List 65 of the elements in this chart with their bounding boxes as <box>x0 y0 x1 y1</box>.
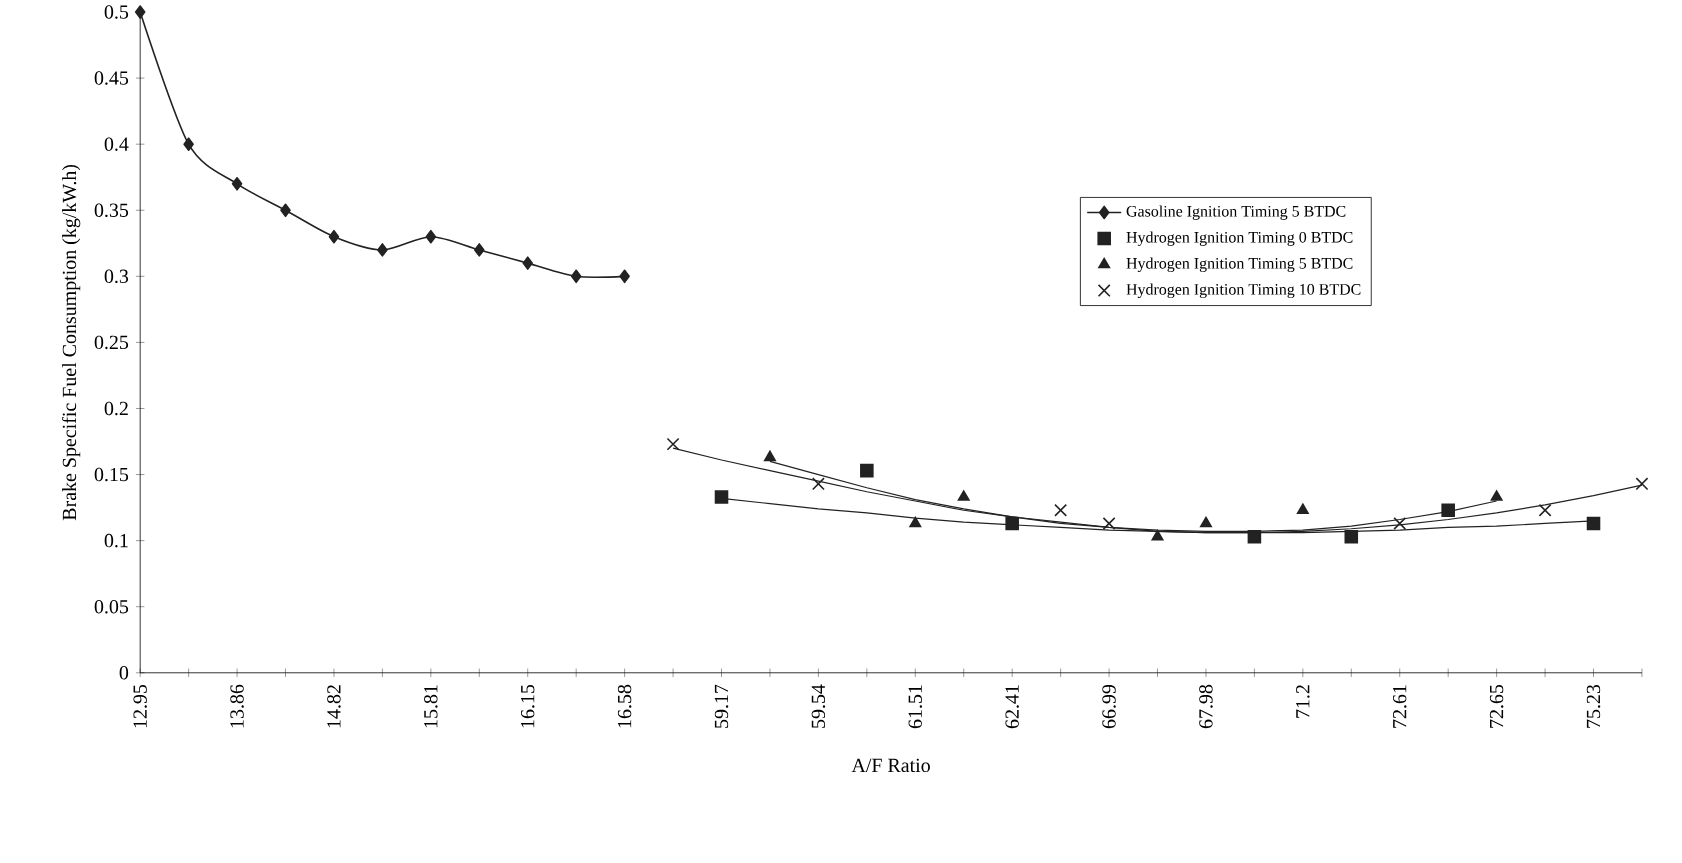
point <box>1247 529 1262 544</box>
y-tick-label: 0.3 <box>104 269 129 284</box>
point <box>1199 516 1212 528</box>
x-tick-label: 66.99 <box>1102 684 1116 729</box>
y-tick-label: 0.1 <box>104 533 128 548</box>
point <box>1586 516 1601 531</box>
point <box>1344 529 1359 544</box>
x-tick-label: 15.81 <box>424 685 438 728</box>
point <box>377 243 388 257</box>
x-tick-label: 59.54 <box>811 684 826 728</box>
y-tick-label: 0 <box>119 666 129 680</box>
x-tick-label: 72.61 <box>1392 685 1407 728</box>
x-tick-label: 71.2 <box>1296 685 1310 718</box>
point <box>570 269 582 284</box>
y-tick-label: 0.4 <box>104 137 129 151</box>
x-tick-label: 75.23 <box>1586 684 1601 728</box>
x-axis-title: A/F Ratio <box>851 758 930 773</box>
point <box>522 256 534 270</box>
y-tick-label: 0.2 <box>104 401 128 416</box>
y-axis-title: Brake Specific Fuel Consumption (kg/kW.h) <box>61 164 81 521</box>
point <box>1393 517 1407 530</box>
point <box>1538 503 1552 517</box>
point <box>666 437 680 451</box>
point <box>957 490 970 501</box>
point <box>328 229 340 244</box>
point <box>425 229 437 244</box>
point <box>1054 503 1068 517</box>
x-tick-label: 67.98 <box>1199 684 1213 729</box>
y-tick-label: 0.05 <box>94 599 129 614</box>
point <box>714 490 729 504</box>
y-tick-label: 0.25 <box>94 335 129 350</box>
legend-label: Gasoline Ignition Timing 5 BTDC <box>1126 205 1346 220</box>
y-tick-label: 0.45 <box>94 71 129 85</box>
point <box>183 137 194 151</box>
point <box>1005 516 1019 531</box>
point <box>860 463 874 478</box>
x-tick-label: 61.51 <box>908 685 923 729</box>
legend-label: Hydrogen Ignition Timing 0 BTDC <box>1126 231 1353 246</box>
point <box>280 203 291 218</box>
legend-label: Hydrogen Ignition Timing 10 BTDC <box>1126 283 1361 299</box>
point <box>134 5 146 19</box>
y-tick-label: 0.35 <box>94 203 129 218</box>
point <box>1441 503 1455 518</box>
point <box>811 477 825 491</box>
x-tick-label: 62.41 <box>1005 685 1019 729</box>
x-tick-label: 59.17 <box>714 684 729 728</box>
point <box>1102 517 1116 530</box>
point <box>909 516 922 528</box>
point <box>1490 490 1503 501</box>
point <box>474 243 485 257</box>
y-tick-label: 0.15 <box>94 467 129 482</box>
legend-label: Hydrogen Ignition Timing 5 BTDC <box>1126 257 1353 272</box>
point <box>763 450 776 462</box>
x-tick-label: 72.65 <box>1489 684 1504 728</box>
x-tick-label: 12.95 <box>133 684 147 728</box>
point <box>1296 503 1309 515</box>
x-tick-label: 16.58 <box>617 684 632 728</box>
x-tick-label: 14.82 <box>327 685 341 728</box>
point <box>1635 477 1649 491</box>
point <box>619 269 630 284</box>
x-tick-label: 16.15 <box>520 684 535 728</box>
x-tick-label: 13.86 <box>230 684 244 728</box>
y-tick-label: 0.5 <box>104 5 129 19</box>
point <box>231 177 243 191</box>
point <box>1151 529 1164 541</box>
